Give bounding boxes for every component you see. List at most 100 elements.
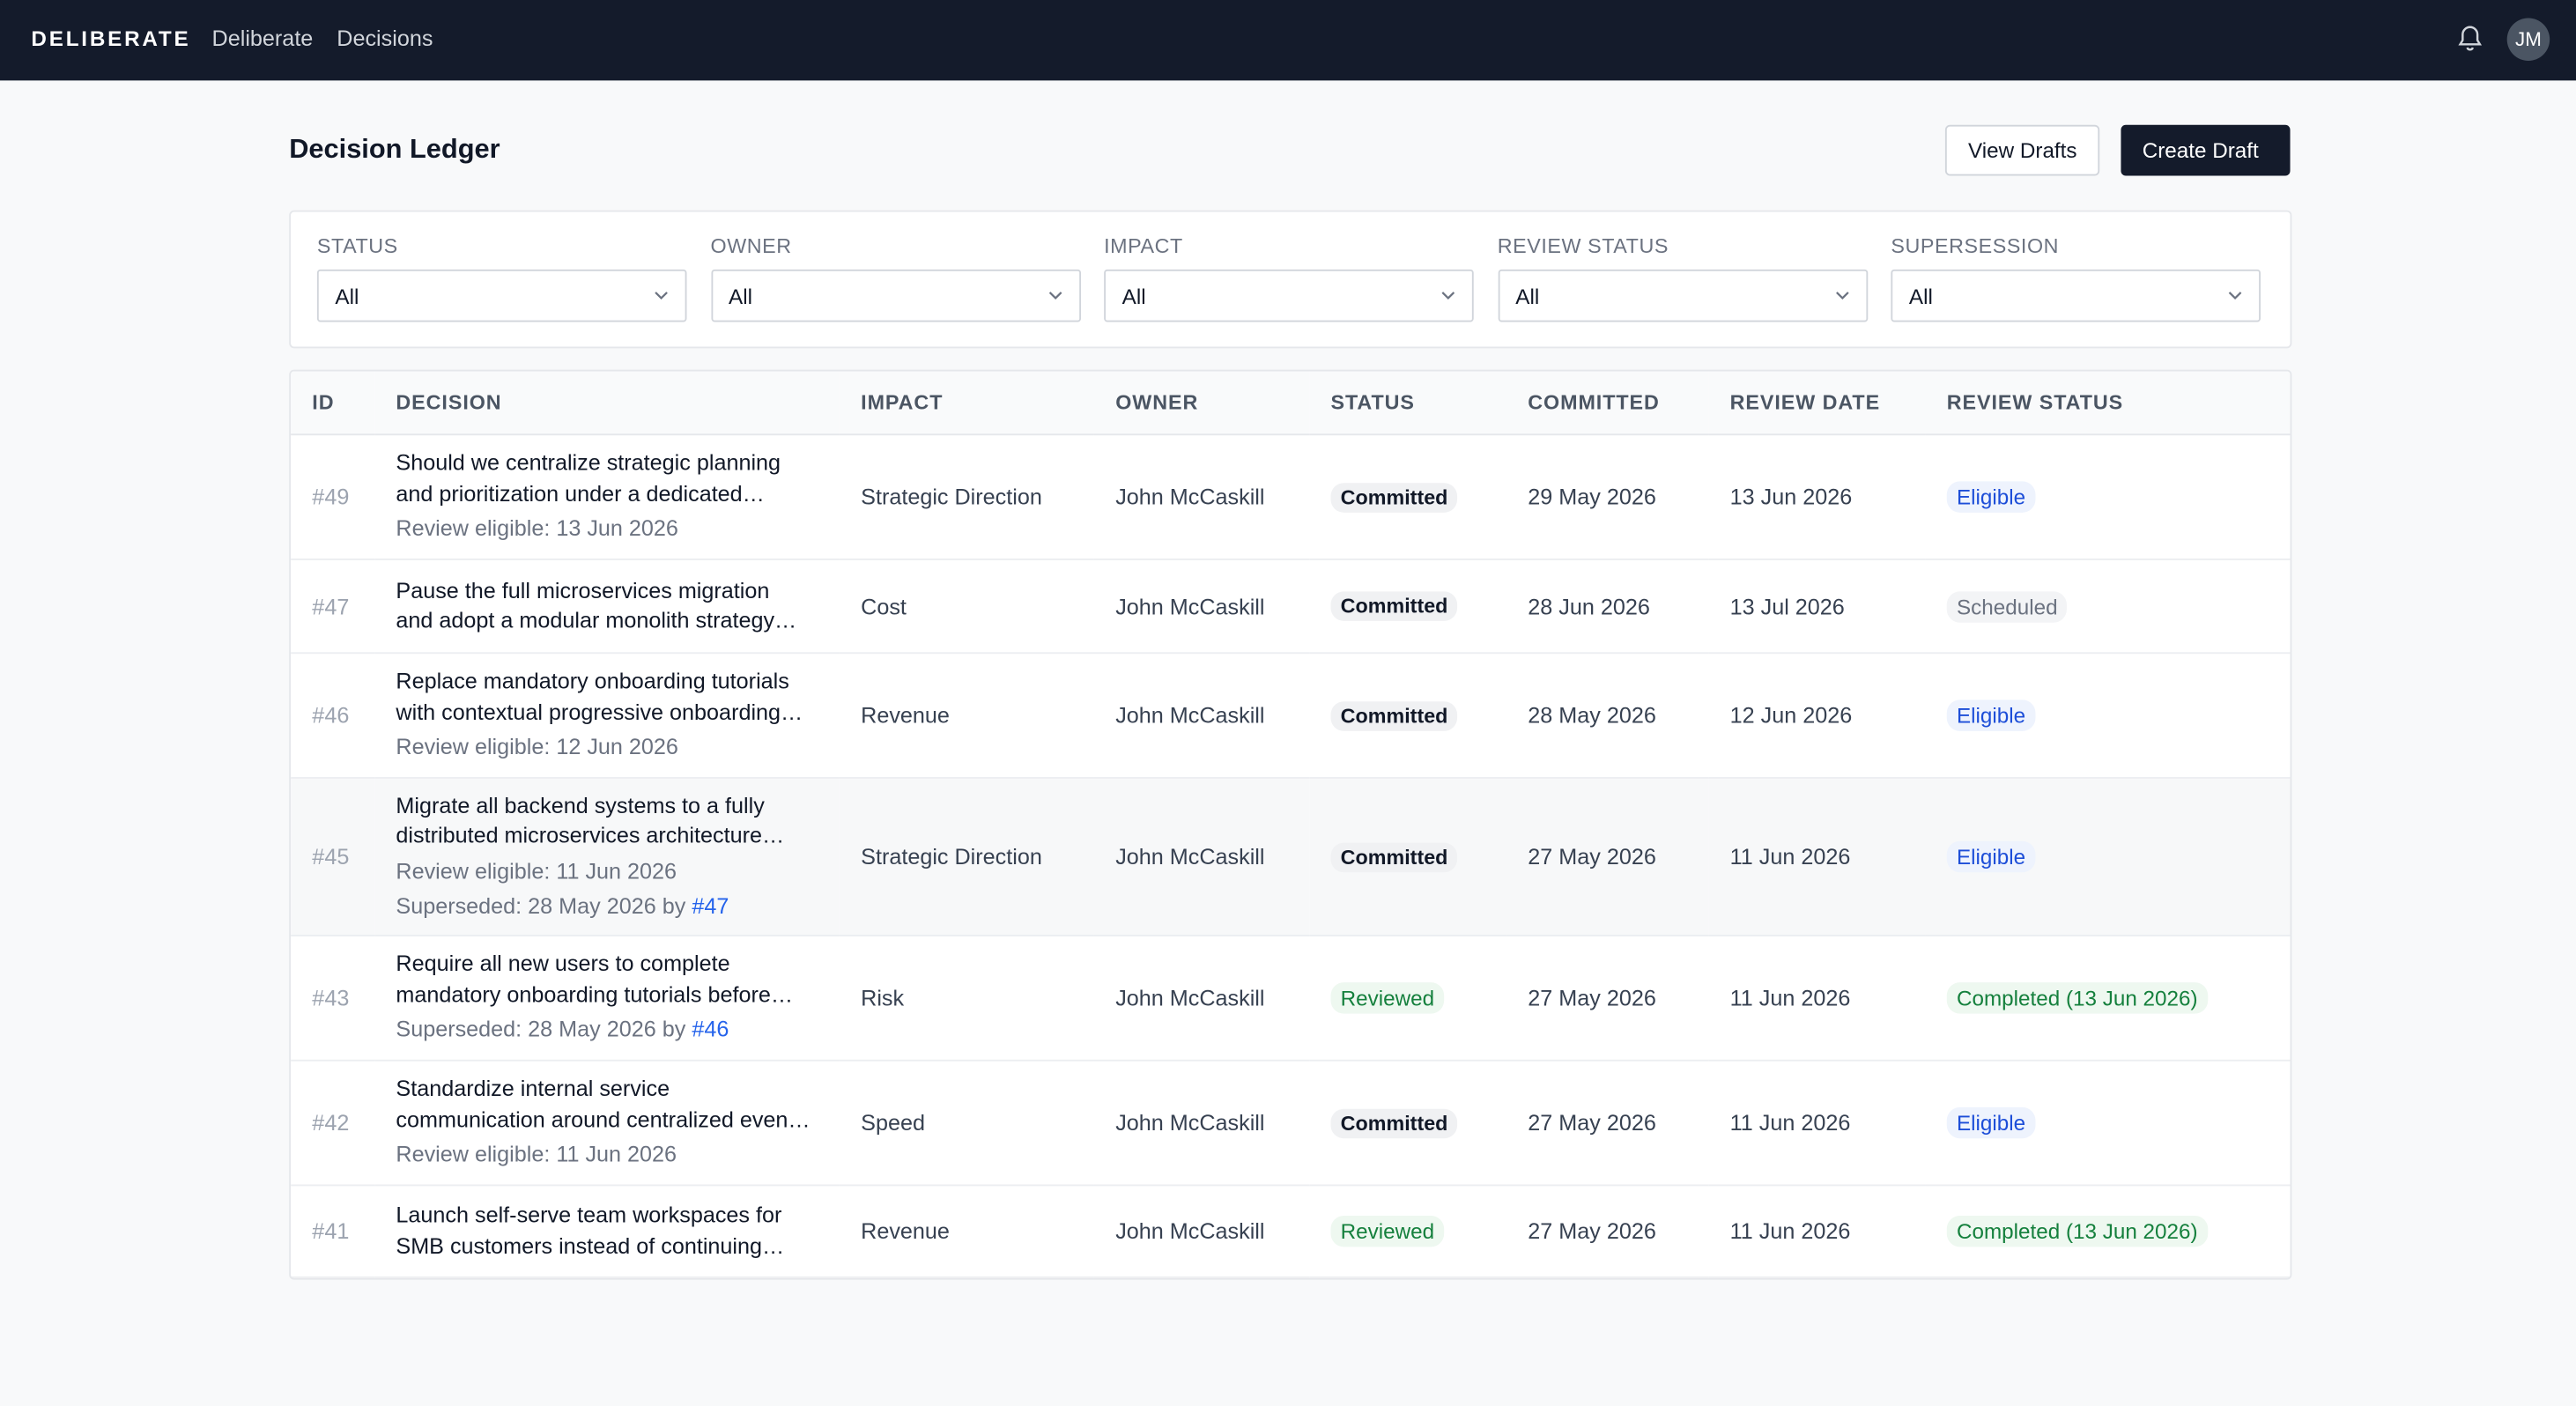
superseded-note: Superseded: 28 May 2026 by #47 [396,891,839,922]
filter-select[interactable]: All [1891,269,2261,322]
review-status-badge: Eligible [1946,1106,2036,1139]
chevron-icon [1441,292,1455,300]
decision-text: and adopt a modular monolith strategy… [396,607,797,633]
table-row[interactable]: #45 Migrate all backend systems to a full… [291,777,2291,936]
review-date: 11 Jun 2026 [1708,1185,1926,1278]
filter-label: REVIEW STATUS [1497,234,1669,258]
decision-cell: Require all new users to complete mandato… [374,936,840,1062]
decision-text: Require all new users to complete [396,951,730,977]
table-row[interactable]: #49 Should we centralize strategic planni… [291,434,2291,560]
superseded-text: Superseded: 28 May 2026 by [396,893,686,919]
column-header: OWNER [1093,371,1310,436]
owner: John McCaskill [1093,434,1310,560]
status-badge: Reviewed [1330,982,1445,1014]
column-header: ID [291,371,375,436]
chevron-icon [1047,292,1062,300]
filter-value: All [335,284,359,309]
filter-label: STATUS [316,234,398,258]
filter-select[interactable]: All [710,269,1081,322]
filter-select[interactable]: All [316,269,687,322]
owner: John McCaskill [1093,1185,1310,1278]
page-title: Decision Ledger [289,134,500,165]
decision-id: #47 [291,559,375,655]
committed-date: 28 Jun 2026 [1506,559,1709,655]
filter-value: All [729,284,752,309]
review-date: 13 Jul 2026 [1708,559,1926,655]
committed-date: 27 May 2026 [1506,1185,1709,1278]
decision-text: distributed microservices architecture… [396,823,785,848]
status-badge: Committed [1330,482,1458,512]
table: ID DECISION IMPACT OWNER STATUS COMMITTED REVI… [291,371,2291,1278]
brand[interactable]: DELIBERATE [31,26,191,51]
notifications-icon[interactable] [2458,25,2483,53]
review-status-cell: Scheduled [1925,559,2291,655]
status-cell: Reviewed [1309,1185,1507,1278]
status-cell: Committed [1309,559,1507,655]
header-row: ID DECISION IMPACT OWNER STATUS COMMITTED REVI… [291,371,2291,436]
table-row[interactable]: #46 Replace mandatory onboarding tutorial… [291,653,2291,779]
avatar[interactable]: JM [2506,18,2550,61]
nav-link[interactable]: Decisions [337,26,433,51]
decision-text: with contextual progressive onboarding… [396,699,803,724]
create-draft-button[interactable]: Create Draft [2121,124,2291,176]
impact: Strategic Direction [839,777,1094,936]
impact: Revenue [839,1185,1094,1278]
table-body: #49 Should we centralize strategic planni… [291,434,2291,1278]
review-status-cell: Eligible [1925,434,2291,560]
decision-text: Pause the full microservices migration [396,577,770,603]
filter-select[interactable]: All [1104,269,1474,322]
superseded-link[interactable]: #46 [692,1017,729,1042]
filter-label: IMPACT [1104,234,1183,258]
impact: Revenue [839,653,1094,779]
chevron-icon [655,292,668,300]
table-row[interactable]: #41 Launch self-serve team workspaces for… [291,1185,2291,1278]
review-status-badge: Scheduled [1946,590,2068,622]
column-header: REVIEW DATE [1708,371,1926,436]
navbar: DELIBERATE Deliberate Decisions JM [0,0,2576,81]
decision-text: Replace mandatory onboarding tutorials [396,669,789,694]
status-badge: Committed [1330,1107,1458,1138]
view-drafts-button[interactable]: View Drafts [1944,124,2100,176]
nav-link[interactable]: Deliberate [211,26,314,51]
table-row[interactable]: #42 Standardize internal service communica… [291,1060,2291,1187]
impact: Risk [839,936,1094,1062]
superseded-text: Superseded: 28 May 2026 by [396,1017,686,1042]
review-status-cell: Eligible [1925,777,2291,936]
chevron-icon [2228,292,2242,300]
decision-id: #46 [291,653,375,779]
decision-cell: Launch self-serve team workspaces for SMB… [374,1185,840,1278]
chevron-icon [1835,292,1848,300]
status-cell: Committed [1309,1060,1507,1187]
decision-text: Should we centralize strategic planning [396,450,781,476]
decision-id: #41 [291,1185,375,1278]
decision-text: communication around centralized even… [396,1106,811,1132]
committed-date: 27 May 2026 [1506,777,1709,936]
superseded-link[interactable]: #47 [692,893,729,919]
committed-date: 29 May 2026 [1506,434,1709,560]
superseded-note: Superseded: 28 May 2026 by #46 [396,1014,839,1046]
decision-id: #42 [291,1060,375,1187]
table-row[interactable]: #43 Require all new users to complete mand… [291,936,2291,1062]
table-row[interactable]: #47 Pause the full microservices migratio… [291,559,2291,655]
decision-cell: Replace mandatory onboarding tutorials wi… [374,653,840,779]
column-header: REVIEW STATUS [1925,371,2291,436]
review-eligible-note: Review eligible: 11 Jun 2026 [396,858,677,884]
decision-id: #49 [291,434,375,560]
review-date: 11 Jun 2026 [1708,936,1926,1062]
filter-value: All [1908,284,1933,309]
decision-cell: Migrate all backend systems to a fully di… [374,777,840,936]
decision-text: mandatory onboarding tutorials before… [396,981,794,1007]
review-status-badge: Eligible [1946,699,2036,731]
filter-select[interactable]: All [1497,269,1868,322]
owner: John McCaskill [1093,1060,1310,1187]
decision-cell: Pause the full microservices migration an… [374,559,840,655]
decision-cell: Should we centralize strategic planning a… [374,434,840,560]
status-badge: Committed [1330,700,1458,730]
review-eligible-note: Review eligible: 13 Jun 2026 [396,516,678,541]
owner: John McCaskill [1093,777,1310,936]
impact: Speed [839,1060,1094,1187]
review-status-badge: Completed (13 Jun 2026) [1946,1215,2208,1247]
status-badge: Committed [1330,841,1458,872]
decision-text: SMB customers instead of continuing… [396,1232,785,1258]
